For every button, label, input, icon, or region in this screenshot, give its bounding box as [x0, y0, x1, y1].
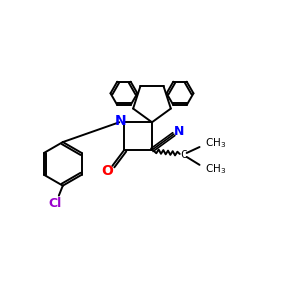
Text: O: O — [101, 164, 113, 178]
Text: Cl: Cl — [48, 197, 62, 210]
Text: CH$_3$: CH$_3$ — [206, 136, 227, 150]
Text: N: N — [115, 114, 126, 128]
Text: C: C — [180, 150, 187, 160]
Text: N: N — [173, 125, 184, 138]
Text: CH$_3$: CH$_3$ — [206, 162, 227, 176]
